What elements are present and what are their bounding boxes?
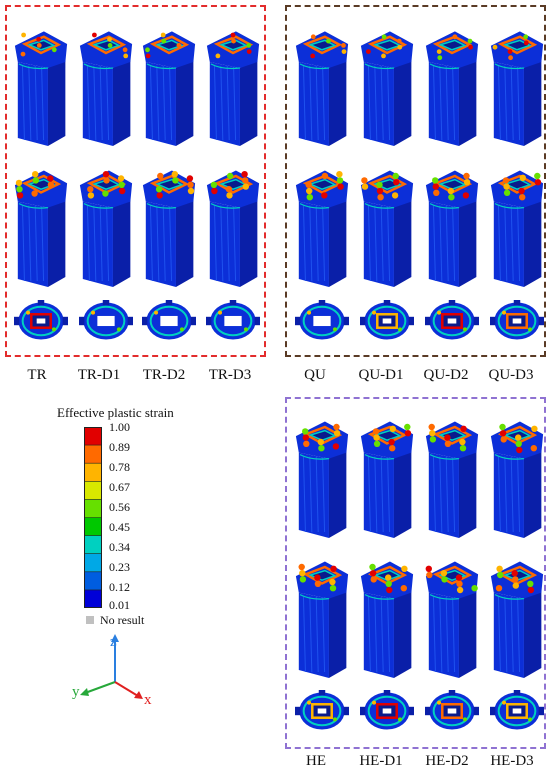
- legend-tick-2: 0.89: [109, 440, 130, 454]
- crushed-tube-model: [12, 165, 70, 287]
- crushed-tube-model: [293, 556, 351, 678]
- legend-band: [84, 517, 102, 537]
- crushed-tube-model: [358, 556, 416, 678]
- he-panel-frame: [285, 397, 546, 749]
- model-label-tr-d3: TR-D3: [208, 367, 252, 383]
- crushed-tube-model: [423, 26, 481, 146]
- qu-panel-frame: [285, 5, 546, 357]
- cross-section-model: [14, 300, 68, 342]
- legend-band: [84, 427, 102, 446]
- legend-tick-8: 0.23: [109, 560, 130, 574]
- crushed-tube-model: [293, 165, 351, 287]
- crushed-tube-model: [204, 165, 262, 287]
- crushed-tube-model: [77, 165, 135, 287]
- legend-colorbar: [84, 427, 102, 609]
- legend-tick-7: 0.34: [109, 540, 130, 554]
- cross-section-model: [142, 300, 196, 342]
- crushed-tube-model: [204, 26, 262, 146]
- z-axis-label: z: [110, 634, 117, 650]
- y-axis-arrow: [80, 688, 89, 696]
- model-label-tr-d1: TR-D1: [77, 367, 121, 383]
- crushed-tube-model: [488, 165, 546, 287]
- model-label-he-d1: HE-D1: [359, 753, 403, 769]
- cross-section-model: [490, 300, 544, 342]
- legend-band: [84, 535, 102, 555]
- crushed-tube-model: [358, 165, 416, 287]
- legend-band: [84, 553, 102, 573]
- model-label-he-d2: HE-D2: [425, 753, 469, 769]
- model-label-he: HE: [306, 753, 326, 769]
- legend-band: [84, 589, 102, 609]
- crushed-tube-model: [12, 26, 70, 146]
- crushed-tube-model: [423, 165, 481, 287]
- cross-section-model: [360, 300, 414, 342]
- crushed-tube-model: [140, 26, 198, 146]
- crushed-tube-model: [140, 165, 198, 287]
- legend-band: [84, 463, 102, 482]
- y-axis-line: [84, 681, 116, 694]
- crushed-tube-model: [358, 26, 416, 146]
- cross-section-model: [425, 300, 479, 342]
- legend-title: Effective plastic strain: [57, 405, 174, 420]
- cross-section-model: [79, 300, 133, 342]
- legend-tick-3: 0.78: [109, 460, 130, 474]
- crushed-tube-model: [423, 556, 481, 678]
- x-axis-arrow: [134, 691, 143, 699]
- coordinate-axes: z y x: [70, 630, 170, 715]
- model-label-tr: TR: [27, 367, 47, 383]
- crushed-tube-model: [488, 416, 546, 538]
- legend-band: [84, 445, 102, 464]
- cross-section-model: [425, 690, 479, 732]
- legend-band: [84, 481, 102, 500]
- model-label-qu-d1: QU-D1: [358, 367, 404, 383]
- legend-tick-1: 1.00: [109, 420, 130, 434]
- tr-panel-frame: [5, 5, 266, 357]
- legend-tick-10: 0.01: [109, 598, 130, 612]
- cross-section-model: [206, 300, 260, 342]
- no-result-swatch: [86, 616, 94, 624]
- legend-tick-4: 0.67: [109, 480, 130, 494]
- legend-tick-6: 0.45: [109, 520, 130, 534]
- z-axis-arrow: [111, 634, 119, 642]
- legend-tick-9: 0.12: [109, 580, 130, 594]
- crushed-tube-model: [488, 556, 546, 678]
- model-label-he-d3: HE-D3: [490, 753, 534, 769]
- cross-section-model: [295, 690, 349, 732]
- legend-tick-5: 0.56: [109, 500, 130, 514]
- crushed-tube-model: [293, 416, 351, 538]
- no-result-label: No result: [100, 613, 145, 627]
- legend-band: [84, 571, 102, 591]
- cross-section-model: [360, 690, 414, 732]
- crushed-tube-model: [358, 416, 416, 538]
- cross-section-model: [295, 300, 349, 342]
- y-axis-label: y: [72, 684, 80, 700]
- x-axis-line: [114, 681, 139, 697]
- crushed-tube-model: [77, 26, 135, 146]
- x-axis-label: x: [144, 692, 152, 708]
- cross-section-model: [490, 690, 544, 732]
- crushed-tube-model: [488, 26, 546, 146]
- crushed-tube-model: [293, 26, 351, 146]
- legend-band: [84, 499, 102, 518]
- crushed-tube-model: [423, 416, 481, 538]
- model-label-qu-d3: QU-D3: [488, 367, 534, 383]
- model-label-qu-d2: QU-D2: [423, 367, 469, 383]
- model-label-tr-d2: TR-D2: [142, 367, 186, 383]
- legend-no-result: No result: [86, 613, 144, 627]
- model-label-qu: QU: [304, 367, 326, 383]
